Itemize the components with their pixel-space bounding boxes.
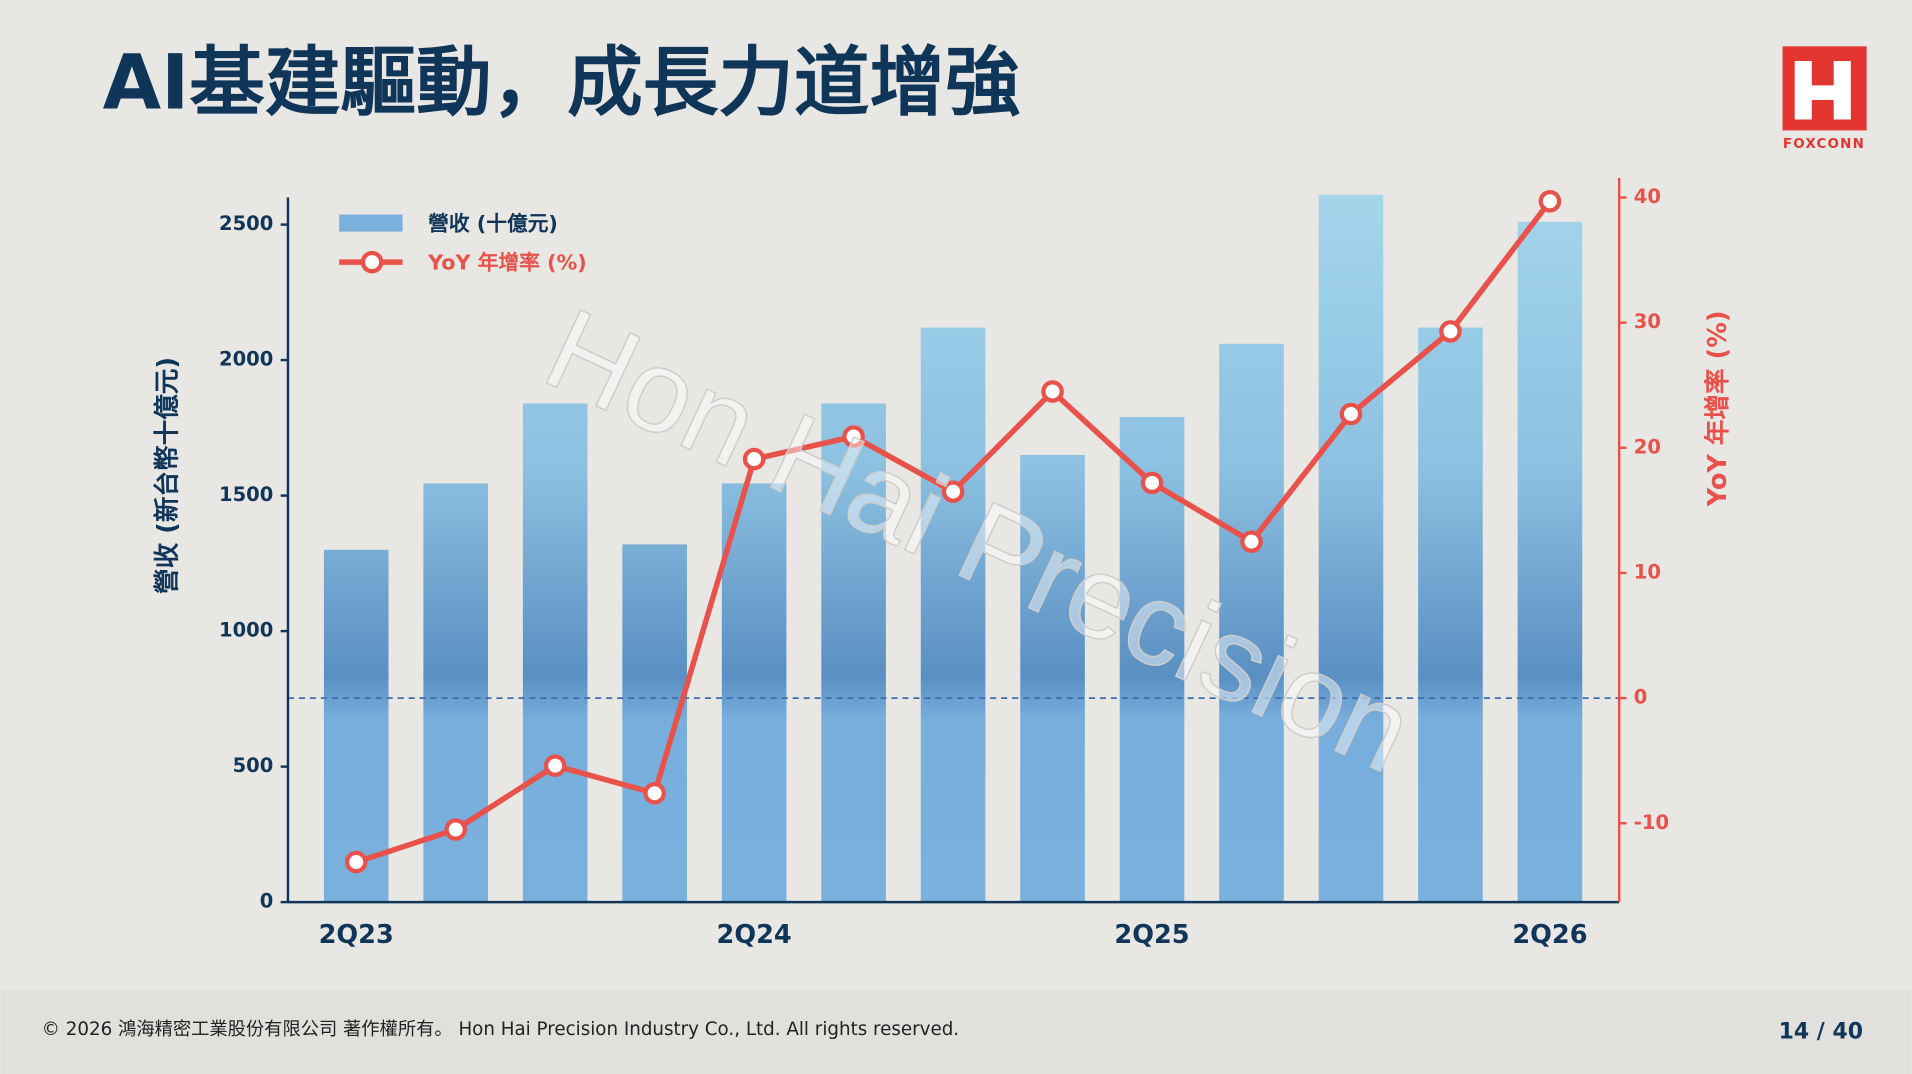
bar [821,403,886,903]
y-tick-label: 500 [233,754,274,777]
line-marker [1240,530,1263,553]
logo-text: FOXCONN [1783,137,1865,152]
page-number: 14 / 40 [1779,1020,1863,1045]
line-marker [1439,320,1462,343]
y2-tick-label: 0 [1634,686,1648,709]
x-tick-label: 2Q24 [717,920,792,950]
line-marker [742,447,766,471]
line-marker [344,850,368,874]
y-tick-label: 1500 [219,483,273,506]
bar [1418,327,1483,903]
logo: FOXCONN [1782,46,1867,152]
legend-label: YoY 年增率 (%) [427,250,587,274]
y-tick-label: 0 [260,890,274,913]
bar [1318,194,1384,903]
legend-swatch [339,214,403,232]
line-marker [941,480,965,503]
y2-axis-label: YoY 年增率 (%) [1702,310,1733,507]
y2-tick-label: -10 [1634,811,1669,834]
bar [522,403,588,903]
bar [920,327,986,903]
bar [323,549,389,903]
legend-marker [360,250,384,274]
plot: 0 500 1000 1500 2000 2500 -10 0 10 20 30 40 2Q23 2Q24… [151,177,1733,950]
line-marker [842,425,865,448]
bar [1517,221,1583,903]
logo-mark [1794,60,1851,120]
x-tick-label: 2Q26 [1512,920,1587,950]
slide-title: AI基建驅動，成長力道增強 [103,38,1021,126]
x-tick-label: 2Q23 [319,920,394,950]
bar [721,483,787,903]
line-marker [444,818,467,841]
y2-tick-label: 40 [1634,185,1661,208]
x-tick-label: 2Q25 [1114,920,1189,950]
line-marker [1339,402,1363,426]
y-axis-label: 營收 (新台幣十億元) [151,357,182,594]
bar [1020,454,1085,903]
y-tick-label: 2000 [219,348,273,371]
copyright: © 2026 鴻海精密工業股份有限公司 著作權所有。 Hon Hai Preci… [42,1019,959,1040]
footer-band [0,989,1912,1074]
legend-label: 營收 (十億元) [428,211,558,235]
bar [1219,343,1284,903]
y-tick-label: 1000 [219,619,273,642]
line-marker [543,754,567,777]
y2-tick-label: 20 [1634,435,1661,458]
line-marker [1140,471,1164,495]
line-marker [643,781,666,805]
y-tick-label: 2500 [219,212,273,235]
line-marker [1041,380,1064,403]
y2-tick-label: 30 [1634,310,1661,333]
line-marker [1538,189,1562,213]
y2-tick-label: 10 [1634,560,1661,583]
